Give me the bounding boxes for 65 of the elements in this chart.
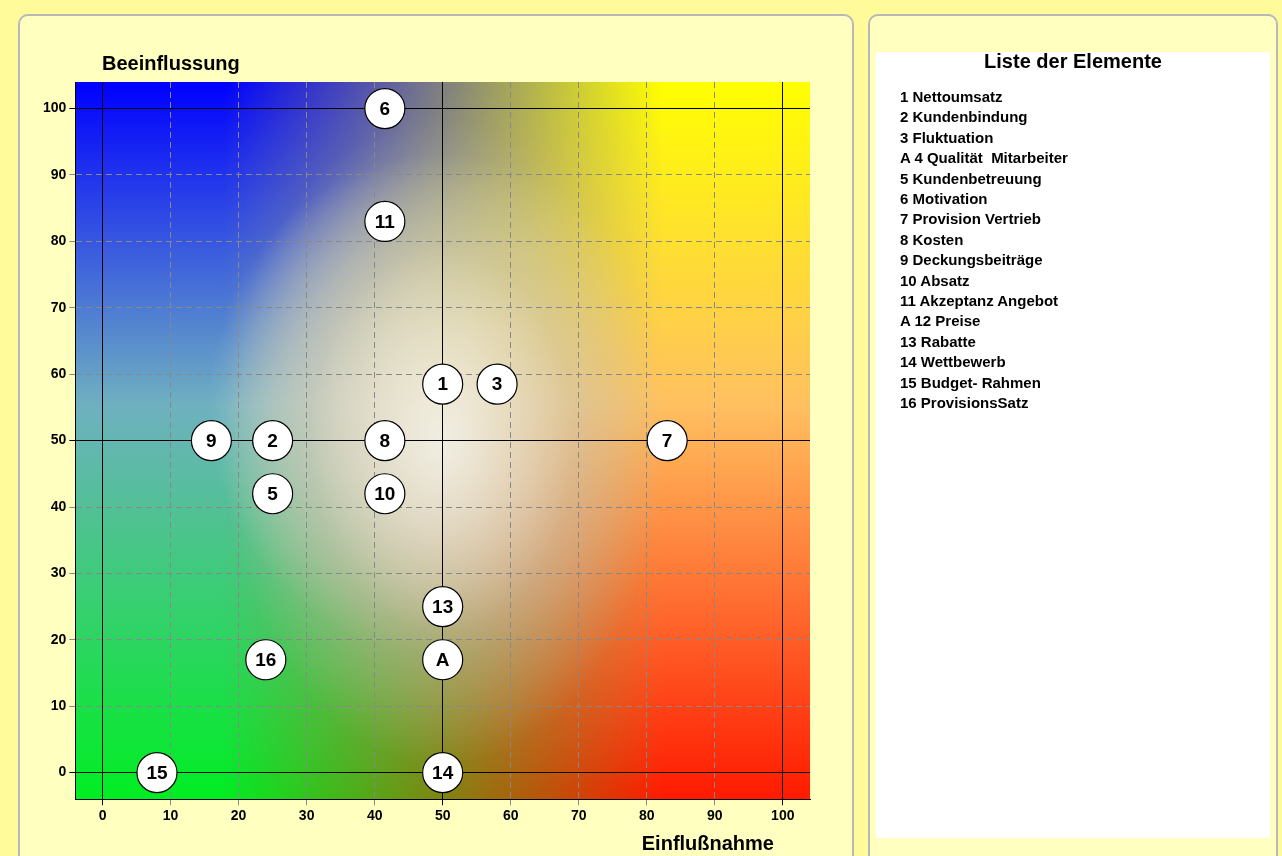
x-axis-title: Einflußnahme [641,832,774,855]
x-tick-label: 60 [502,807,519,824]
text: 16 ProvisionsSatz [900,394,1029,411]
text: Liste der Elemente [983,50,1163,73]
point [422,639,464,681]
y-tick-label: 20 [50,630,67,647]
y-tick-label: 40 [50,497,67,514]
text: 3 Fluktuation [900,128,994,146]
y-tick-label: 100 [43,99,67,116]
annotation: 5 [267,482,279,504]
point [364,87,406,130]
x-tick-label: 20 [230,807,247,824]
text: 9 Deckungsbeiträge [900,251,1043,269]
text: A 12 Preise [900,312,981,330]
annotation: 9 [206,429,217,451]
annotation: 14 [432,761,454,783]
point [646,420,688,462]
annotation: 8 [379,429,391,451]
text: 7 Provision Vertrieb [900,210,1041,228]
annotation: 3 [491,373,503,395]
x-tick-label: 10 [162,807,179,824]
y-tick-label: 60 [50,365,67,382]
annotation: 10 [374,482,396,504]
annotation: 1 [437,373,449,395]
y-tick-label: 50 [50,431,67,448]
point [252,473,294,515]
text: 11 Akzeptanz Angebot [900,292,1059,309]
y-tick-label: 80 [50,232,67,249]
text: 13 Rabatte [900,332,976,350]
text: 14 Wettbewerb [900,353,1006,371]
text: 2 Kundenbindung [900,108,1028,126]
y-axis-title: Beeinflussung [102,52,240,75]
text: 5 Kundenbetreuung [900,169,1042,187]
point [422,363,464,405]
y-tick-label: 70 [50,298,67,315]
x-tick-label: 90 [706,807,723,824]
y-tick-label: 90 [50,165,67,182]
point [190,420,232,462]
text: 8 Kosten [900,230,964,248]
x-tick-label: 0 [98,807,107,824]
point [364,420,406,462]
text: 15 Budget- Rahmen [900,373,1041,391]
text: 10 Absatz [900,271,970,289]
annotation: 11 [374,210,396,232]
text: A 4 Qualität Mitarbeiter [900,149,1068,167]
text: 6 Motivation [900,190,988,207]
point [476,363,518,405]
annotation: 6 [379,97,391,119]
point [252,420,294,462]
text: 1 Nettoumsatz [900,88,1003,105]
x-tick-label: 30 [298,807,315,824]
annotation: 2 [267,429,278,451]
x-tick-label: 40 [366,807,383,824]
x-tick-label: 80 [638,807,655,824]
annotation: A [435,648,450,670]
y-tick-label: 0 [58,763,67,780]
y-tick-label: 10 [50,697,67,714]
x-tick-label: 70 [570,807,587,824]
x-tick-label: 50 [434,807,451,824]
annotation: 15 [146,761,168,783]
y-tick-label: 30 [50,564,67,581]
annotation: 7 [661,429,673,451]
annotation: 16 [255,648,277,670]
x-tick-label: 100 [771,807,795,824]
annotation: 13 [432,595,454,617]
